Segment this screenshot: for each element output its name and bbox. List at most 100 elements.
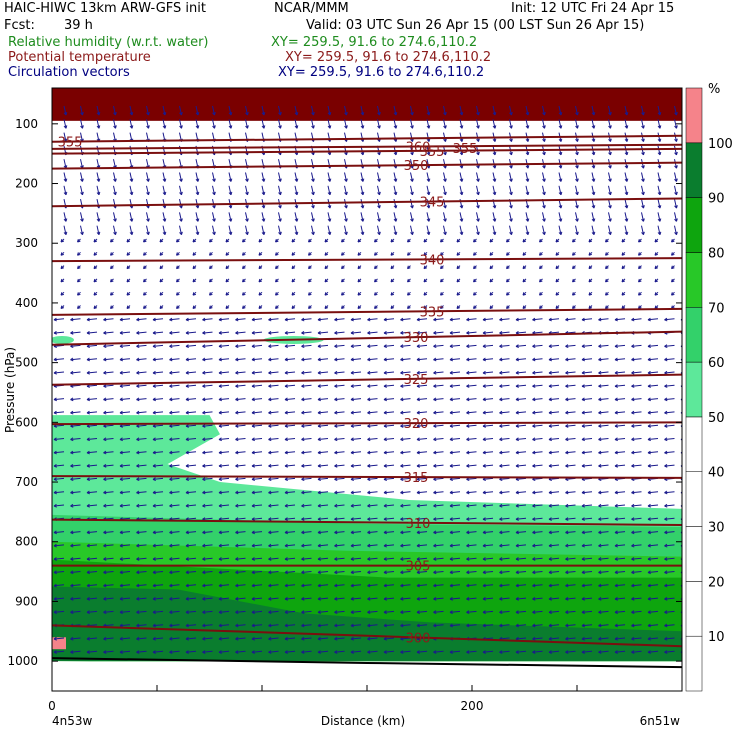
vector-head <box>575 191 579 196</box>
vector-head <box>129 111 134 116</box>
vector-head <box>631 384 635 388</box>
vector-head <box>235 450 239 455</box>
vector-head <box>218 424 222 428</box>
vector-head <box>565 397 569 402</box>
vector-head <box>400 450 404 455</box>
vector-head <box>641 191 645 196</box>
circulation-vector <box>532 571 543 573</box>
vector-head <box>515 384 519 388</box>
circulation-vector <box>433 371 444 374</box>
vector-head <box>103 357 107 362</box>
circulation-vector <box>383 318 395 321</box>
circulation-vector <box>103 571 114 573</box>
vector-head <box>680 504 682 507</box>
vector-head <box>674 191 678 196</box>
circulation-vector <box>119 650 131 653</box>
vector-head <box>202 583 206 588</box>
vector-head <box>70 650 74 654</box>
vector-head <box>119 317 123 322</box>
vector-head <box>614 530 618 535</box>
circulation-vector <box>647 358 659 361</box>
circulation-vector <box>664 344 675 347</box>
vector-head <box>53 410 57 415</box>
vector-head <box>119 490 123 495</box>
circulation-vector <box>515 398 527 401</box>
circulation-vector <box>251 557 263 560</box>
circulation-vector <box>96 212 100 222</box>
vector-head <box>515 344 519 349</box>
circulation-vector <box>466 424 477 427</box>
vector-head <box>581 517 585 521</box>
vector-head <box>103 596 107 601</box>
circulation-vector <box>542 105 545 116</box>
circulation-vector <box>598 531 609 534</box>
vector-head <box>476 125 480 129</box>
circulation-vector <box>53 438 65 440</box>
vector-head <box>110 292 114 296</box>
vector-head <box>93 252 98 256</box>
circulation-vector <box>532 610 543 613</box>
vector-head <box>268 543 272 548</box>
vector-head <box>680 371 682 374</box>
circulation-vector <box>426 212 430 222</box>
vector-head <box>129 191 134 196</box>
vector-head <box>185 596 189 601</box>
circulation-vector <box>482 491 494 494</box>
vector-head <box>209 252 213 256</box>
vector-head <box>598 357 602 362</box>
vector-head <box>466 650 470 654</box>
circulation-vector <box>400 544 411 547</box>
circulation-vector <box>169 624 180 627</box>
circulation-vector <box>499 637 510 640</box>
circulation-vector <box>179 185 182 195</box>
vector-head <box>506 292 510 296</box>
circulation-vector <box>410 198 413 209</box>
circulation-vector <box>218 358 230 361</box>
circulation-vector <box>344 132 347 142</box>
circulation-vector <box>377 159 380 169</box>
vector-head <box>152 370 156 375</box>
circulation-vector <box>119 371 131 374</box>
circulation-vector <box>86 624 98 627</box>
vector-head <box>383 384 387 388</box>
vector-head <box>119 650 123 654</box>
circulation-vector <box>169 571 180 573</box>
vector-head <box>548 636 552 641</box>
circulation-vector <box>136 384 147 387</box>
vector-head <box>608 111 612 116</box>
vector-head <box>103 490 107 495</box>
vector-head <box>350 490 354 495</box>
vector-head <box>258 305 263 309</box>
vector-head <box>466 570 470 575</box>
vector-head <box>317 517 321 521</box>
circulation-vector <box>268 544 279 547</box>
circulation-vector <box>647 531 659 534</box>
vector-head <box>423 278 428 283</box>
circulation-vector <box>53 584 65 587</box>
vector-head <box>317 623 321 628</box>
vector-head <box>476 205 480 209</box>
vector-head <box>251 477 255 482</box>
vector-head <box>268 490 272 495</box>
circulation-vector <box>136 610 147 613</box>
vector-head <box>341 238 345 243</box>
vector-head <box>228 111 233 116</box>
circulation-vector <box>218 624 230 627</box>
circulation-vector <box>426 225 430 235</box>
vector-head <box>152 583 156 588</box>
circulation-vector <box>591 185 595 195</box>
circulation-vector <box>433 650 444 653</box>
vector-head <box>542 205 546 209</box>
vector-head <box>218 463 222 468</box>
vector-head <box>383 370 387 375</box>
vector-head <box>185 330 189 335</box>
vector-head <box>317 397 321 402</box>
circulation-vector <box>334 464 345 467</box>
circulation-vector <box>515 504 527 507</box>
circulation-vector <box>542 212 545 222</box>
vector-head <box>499 557 503 561</box>
circulation-vector <box>327 225 331 235</box>
colorbar-label: 10 <box>708 630 725 645</box>
circulation-vector <box>614 451 626 454</box>
circulation-vector <box>152 464 164 467</box>
